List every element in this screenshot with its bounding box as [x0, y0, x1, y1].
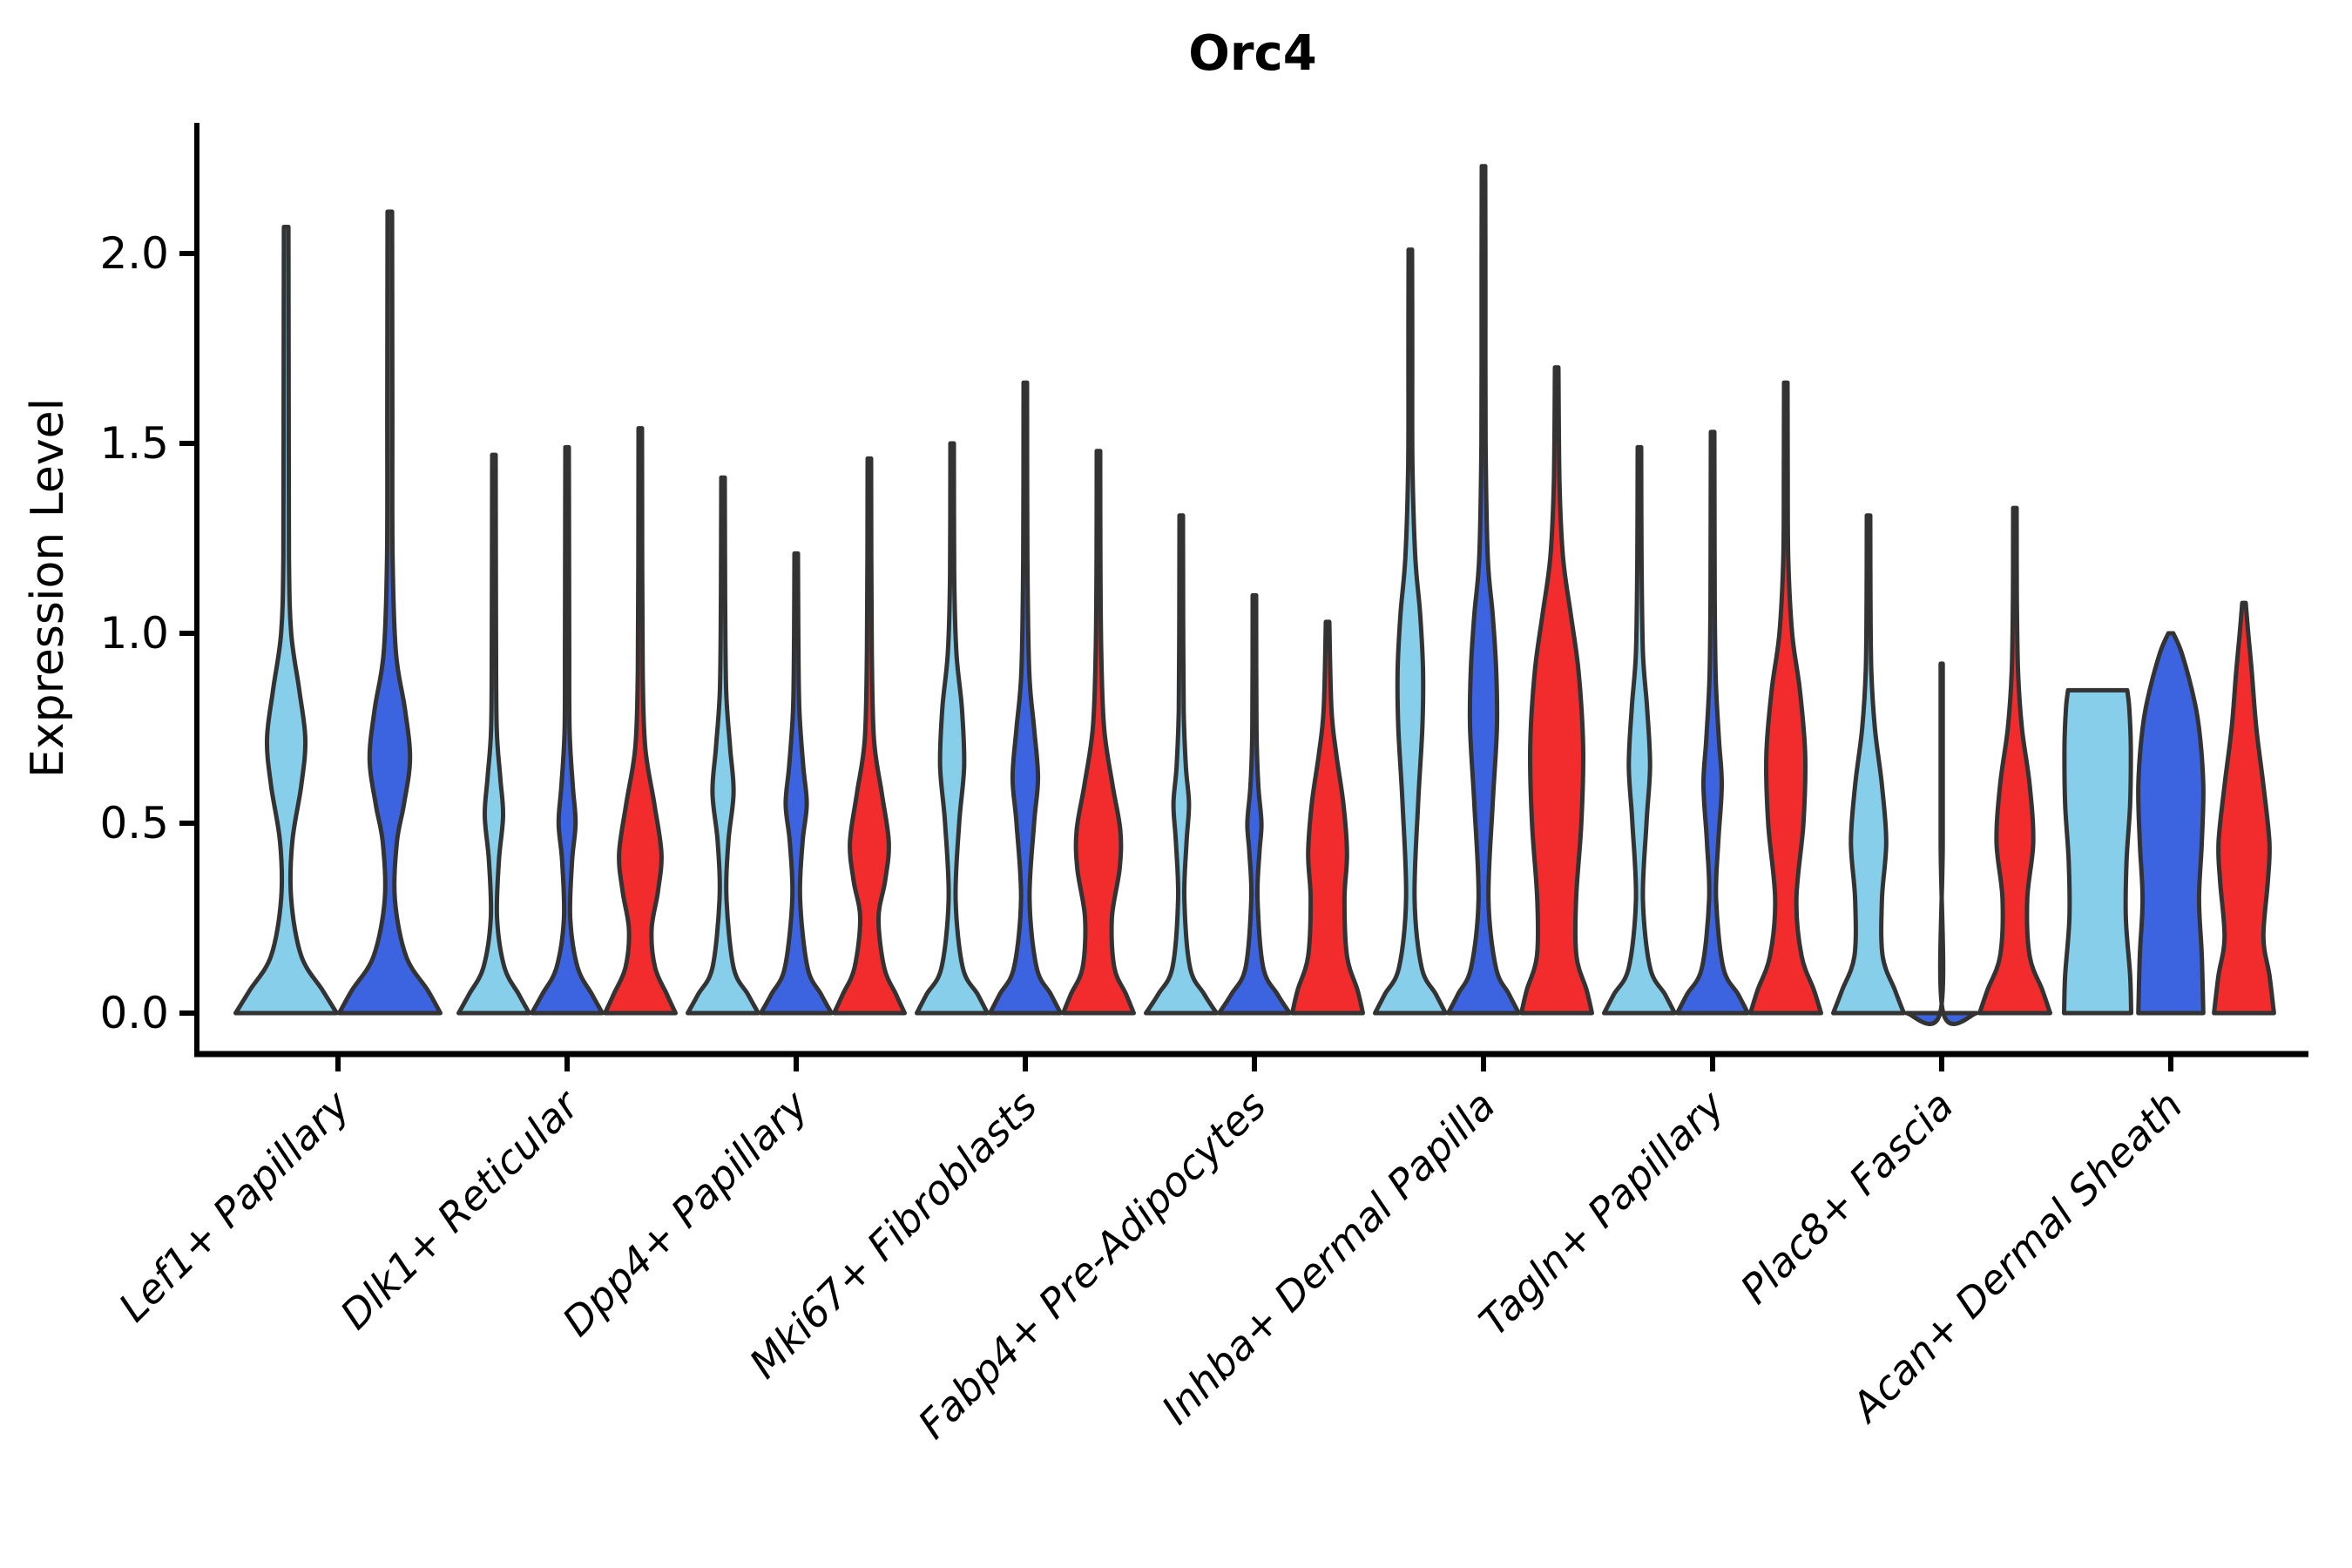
x-tick-label: Dpp4+ Papillary [553, 1081, 817, 1345]
violin-plac8-fascia-red [1977, 505, 2052, 1016]
violin-dlk1-reticular-royal_blue [530, 444, 605, 1016]
y-tick-label: 0.5 [99, 798, 169, 848]
violin-inhba-dermal-papilla-royal_blue [1446, 164, 1521, 1016]
axes-spines [194, 123, 2308, 1058]
violin-dpp4-papillary-royal_blue [759, 551, 834, 1016]
y-tick-label: 1.0 [99, 608, 169, 659]
violin-plac8-fascia-light_blue [1831, 513, 1906, 1016]
violin-dlk1-reticular-red [603, 426, 678, 1016]
violin-lef1-papillary-light_blue [233, 225, 339, 1016]
violins-layer [233, 164, 2276, 1026]
violin-fabp4-pre-adipocytes-red [1290, 619, 1365, 1016]
y-tick-label: 1.5 [99, 418, 169, 469]
violin-mki67-fibroblasts-royal_blue [988, 380, 1063, 1016]
x-tick-label: Tagln+ Papillary [1470, 1081, 1734, 1345]
violin-fabp4-pre-adipocytes-royal_blue [1217, 592, 1292, 1016]
violin-acan-dermal-sheath-royal_blue [2136, 631, 2206, 1016]
violin-dpp4-papillary-light_blue [686, 475, 760, 1016]
y-axis-label: Expression Level [22, 398, 74, 778]
violin-plac8-fascia-royal_blue [1904, 661, 1979, 1026]
violin-tagln-papillary-light_blue [1602, 444, 1677, 1016]
violin-inhba-dermal-papilla-light_blue [1373, 247, 1448, 1016]
violin-tagln-papillary-red [1748, 380, 1823, 1016]
x-tick-label: Plac8+ Fascia [1731, 1082, 1962, 1313]
violin-inhba-dermal-papilla-red [1519, 365, 1594, 1016]
violin-acan-dermal-sheath-red [2212, 600, 2276, 1016]
y-axis-ticks: 0.0 0.5 1.0 1.5 2.0 [99, 228, 197, 1038]
chart-title: Orc4 [1188, 25, 1316, 82]
y-tick-label: 2.0 [99, 228, 169, 279]
x-tick-label: Dlk1+ Reticular [331, 1079, 590, 1338]
y-tick-label: 0.0 [99, 988, 169, 1038]
violin-dpp4-papillary-red [832, 456, 907, 1016]
violin-lef1-papillary-royal_blue [337, 209, 443, 1016]
violin-mki67-fibroblasts-red [1061, 449, 1136, 1016]
violin-dlk1-reticular-light_blue [456, 452, 531, 1016]
x-tick-label: Lef1+ Papillary [110, 1081, 359, 1330]
violin-acan-dermal-sheath-light_blue [2062, 687, 2133, 1016]
violin-fabp4-pre-adipocytes-light_blue [1144, 513, 1219, 1016]
violin-mki67-fibroblasts-light_blue [915, 441, 990, 1016]
violin-tagln-papillary-royal_blue [1675, 429, 1750, 1016]
